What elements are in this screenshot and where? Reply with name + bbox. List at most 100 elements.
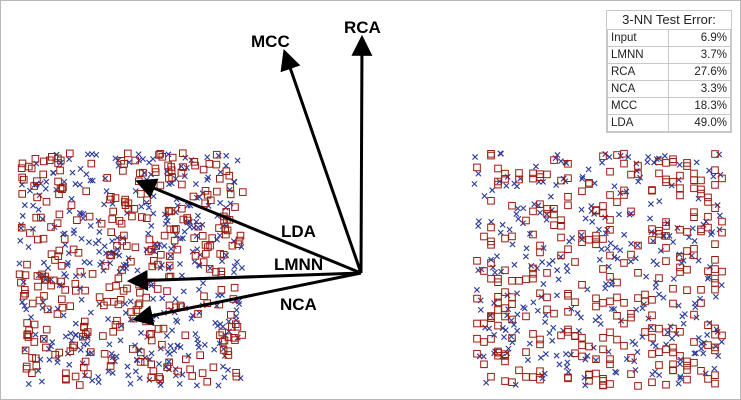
class-b-point xyxy=(647,215,654,222)
class-a-point xyxy=(69,343,77,352)
class-a-point xyxy=(173,245,182,254)
class-a-point xyxy=(165,261,174,270)
class-a-point xyxy=(711,285,719,294)
class-b-point xyxy=(488,218,495,225)
class-a-point xyxy=(198,369,207,377)
class-b-point xyxy=(25,244,32,250)
class-b-point xyxy=(72,320,79,327)
class-a-point xyxy=(163,287,171,295)
class-a-point xyxy=(70,341,79,350)
class-a-point xyxy=(578,238,586,246)
method-cell: Input xyxy=(606,29,670,47)
class-a-point xyxy=(34,282,42,291)
class-b-point xyxy=(546,330,553,337)
class-b-point xyxy=(174,318,181,325)
class-b-point xyxy=(549,337,556,344)
class-b-point xyxy=(509,241,516,248)
class-a-point xyxy=(55,246,64,255)
class-a-point xyxy=(480,338,488,346)
left-point-cloud xyxy=(15,149,247,389)
class-b-point xyxy=(530,299,537,306)
class-b-point xyxy=(216,232,223,239)
class-a-point xyxy=(564,174,572,182)
class-a-point xyxy=(564,325,572,334)
class-b-point xyxy=(563,363,570,370)
class-b-point xyxy=(127,316,134,323)
table-row: LMNN 3.7% xyxy=(606,46,731,64)
class-b-point xyxy=(105,316,112,323)
class-b-point xyxy=(127,298,134,305)
class-a-point xyxy=(22,364,31,373)
class-a-point xyxy=(606,216,614,224)
class-b-point xyxy=(698,345,705,352)
class-b-point xyxy=(161,242,168,249)
class-a-point xyxy=(224,351,233,359)
class-b-point xyxy=(60,312,67,319)
class-b-point xyxy=(19,212,26,219)
arrow-label-nca: NCA xyxy=(280,295,317,314)
class-a-point xyxy=(239,188,247,196)
class-a-point xyxy=(648,236,656,244)
class-a-point xyxy=(66,302,75,310)
class-a-point xyxy=(697,185,705,194)
class-a-point xyxy=(690,213,698,221)
error-table-title: 3-NN Test Error: xyxy=(622,12,716,27)
class-a-point xyxy=(606,297,614,306)
class-a-point xyxy=(676,191,684,200)
class-a-point xyxy=(109,207,118,216)
class-a-point xyxy=(494,278,502,286)
class-a-point xyxy=(494,293,502,301)
class-b-point xyxy=(497,229,504,236)
class-b-point xyxy=(87,177,94,184)
class-a-point xyxy=(170,225,178,234)
class-a-point xyxy=(41,275,50,284)
class-b-point xyxy=(177,344,184,351)
class-b-point xyxy=(30,202,37,209)
class-b-point xyxy=(656,372,663,379)
class-a-point xyxy=(88,270,97,278)
class-b-point xyxy=(158,261,165,268)
class-a-point xyxy=(189,192,198,201)
class-b-point xyxy=(660,294,667,301)
class-a-point xyxy=(23,331,31,340)
class-a-point xyxy=(487,312,495,321)
class-a-point xyxy=(641,290,649,299)
class-b-point xyxy=(511,261,518,268)
class-a-point xyxy=(536,367,544,375)
class-a-point xyxy=(156,375,164,383)
class-b-point xyxy=(651,368,658,375)
class-a-point xyxy=(62,369,70,378)
class-a-point xyxy=(142,317,150,326)
class-b-point xyxy=(87,309,94,316)
class-a-point xyxy=(697,367,705,375)
class-a-point xyxy=(704,375,712,383)
class-b-point xyxy=(231,263,238,270)
class-a-point xyxy=(697,299,705,307)
class-a-point xyxy=(606,273,614,281)
class-b-point xyxy=(30,225,37,232)
class-b-point xyxy=(196,262,203,269)
class-b-point xyxy=(611,306,618,313)
class-b-point xyxy=(72,180,79,187)
class-b-point xyxy=(604,245,611,252)
class-a-point xyxy=(213,187,221,196)
class-b-point xyxy=(174,342,181,349)
class-a-point xyxy=(157,251,165,259)
class-a-point xyxy=(71,372,80,381)
class-b-point xyxy=(670,275,677,282)
class-b-point xyxy=(475,267,482,274)
class-a-point xyxy=(592,369,600,378)
class-a-point xyxy=(620,299,628,307)
class-a-point xyxy=(33,193,41,202)
class-a-point xyxy=(107,228,116,236)
class-a-point xyxy=(536,241,544,250)
class-a-point xyxy=(24,333,33,341)
class-a-point xyxy=(71,279,80,288)
class-a-point xyxy=(564,289,572,298)
class-b-point xyxy=(591,180,598,187)
class-a-point xyxy=(194,310,202,318)
class-a-point xyxy=(224,347,232,355)
class-a-point xyxy=(137,348,145,357)
class-a-point xyxy=(168,153,177,162)
class-a-point xyxy=(230,283,239,292)
